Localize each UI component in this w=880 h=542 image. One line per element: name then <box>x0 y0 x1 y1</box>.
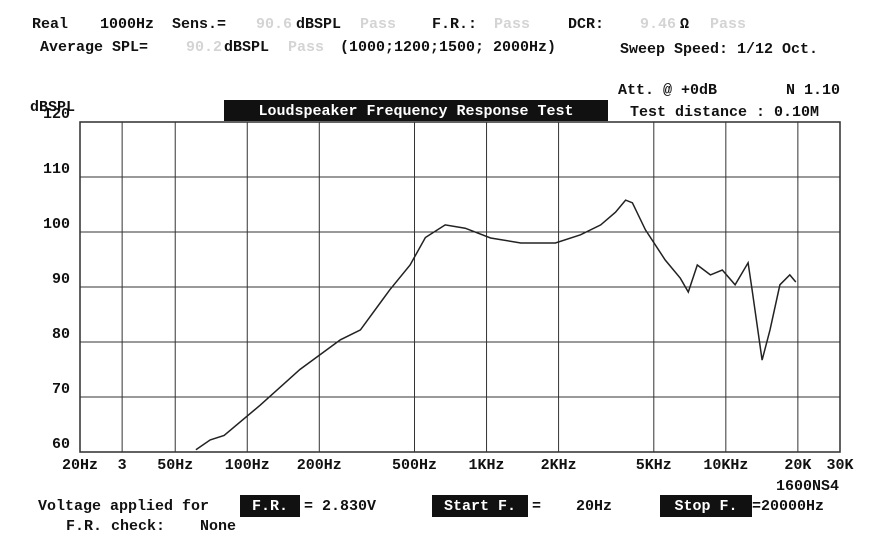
check-label: F.R. check: <box>66 518 165 535</box>
y-axis-label: dBSPL <box>30 99 75 116</box>
label: Sens.= <box>172 16 226 33</box>
stop-button[interactable] <box>660 495 752 517</box>
value: 9.46 <box>640 16 676 33</box>
x-tick-label: 3 <box>118 457 127 474</box>
model: 1600NS4 <box>776 478 839 495</box>
x-tick-label: 2KHz <box>541 457 577 474</box>
stop-value: =20000Hz <box>752 498 824 515</box>
x-tick-label: 10KHz <box>703 457 748 474</box>
start-value: 20Hz <box>576 498 612 515</box>
frequencies: (1000;1200;1500; 2000Hz) <box>340 39 556 56</box>
value: 90.2 <box>186 39 222 56</box>
label: Average SPL= <box>40 39 148 56</box>
fr-button-label[interactable]: F.R. <box>252 498 288 515</box>
y-tick-label: 80 <box>52 326 70 343</box>
unit: dBSPL <box>224 39 269 56</box>
status: Pass <box>494 16 530 33</box>
mode: Real <box>32 16 68 33</box>
response-curve <box>195 199 797 451</box>
status: Pass <box>710 16 746 33</box>
label: DCR: <box>568 16 604 33</box>
x-tick-label: 1KHz <box>469 457 505 474</box>
start-button-label[interactable]: Start F. <box>444 498 516 515</box>
label: F.R.: <box>432 16 477 33</box>
x-tick-label: 100Hz <box>225 457 270 474</box>
footer: Voltage applied for F.R. = 2.830V Start … <box>38 478 839 535</box>
chart-title: Loudspeaker Frequency Response Test <box>258 103 573 120</box>
y-tick-label: 70 <box>52 381 70 398</box>
y-tick-label: 120 <box>43 106 70 123</box>
unit: Ω <box>680 16 689 33</box>
equals: = <box>532 498 541 515</box>
x-tick-label: 5KHz <box>636 457 672 474</box>
stop-button-label[interactable]: Stop F. <box>674 498 737 515</box>
y-tick-label: 110 <box>43 161 70 178</box>
x-tick-label: 30K <box>826 457 853 474</box>
sweep-speed: Sweep Speed: 1/12 Oct. <box>620 41 818 58</box>
frequency: 1000Hz <box>100 16 154 33</box>
voltage: = 2.830V <box>304 498 376 515</box>
attenuation: Att. @ +0dB <box>618 82 717 99</box>
voltage-label: Voltage applied for <box>38 498 209 515</box>
test-distance: Test distance : 0.10M <box>630 104 819 121</box>
value: 90.6 <box>256 16 292 33</box>
unit: dBSPL <box>296 16 341 33</box>
plot <box>79 121 841 453</box>
status: Pass <box>360 16 396 33</box>
x-tick-label: 200Hz <box>297 457 342 474</box>
x-tick-label: 20K <box>784 457 811 474</box>
status: Pass <box>288 39 324 56</box>
y-tick-label: 90 <box>52 271 70 288</box>
y-tick-label: 60 <box>52 436 70 453</box>
version: N 1.10 <box>786 82 840 99</box>
title-bar <box>224 100 608 121</box>
x-tick-label: 50Hz <box>157 457 193 474</box>
y-tick-label: 100 <box>43 216 70 233</box>
start-button[interactable] <box>432 495 528 517</box>
header: Real 1000Hz Sens.= 90.6 dBSPL Pass F.R.:… <box>32 16 840 121</box>
fr-button[interactable] <box>240 495 300 517</box>
x-tick-label: 20Hz <box>62 457 98 474</box>
check-value: None <box>200 518 236 535</box>
x-tick-label: 500Hz <box>392 457 437 474</box>
